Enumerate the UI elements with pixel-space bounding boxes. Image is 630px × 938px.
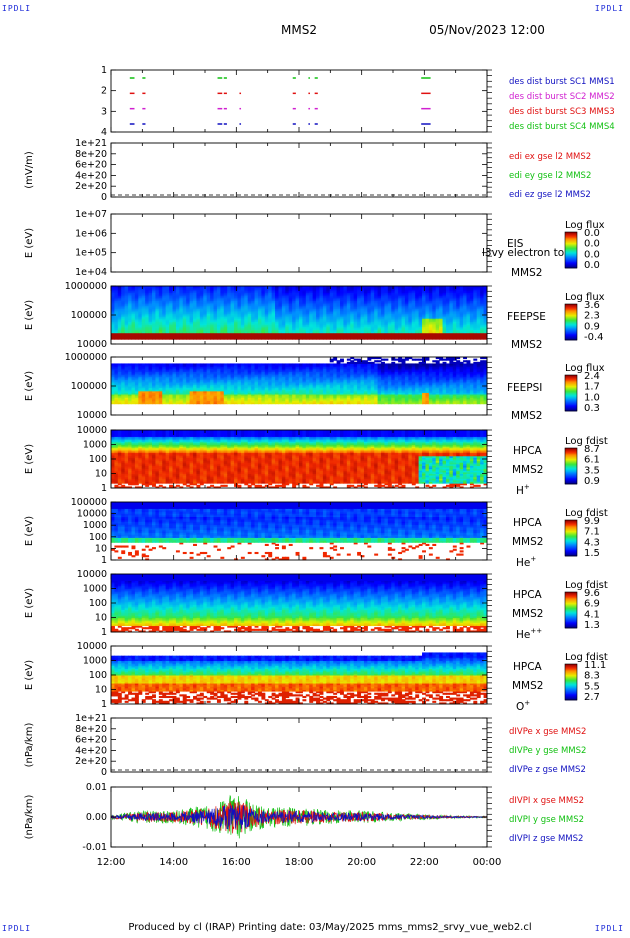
- legend-entry: edi ey gse l2 MMS2: [509, 171, 591, 181]
- heat-cell: [166, 363, 170, 365]
- corner-label-bottom-right: IPDLI: [595, 924, 624, 933]
- y-tick-label: 1: [101, 65, 107, 76]
- y-axis-label: E (eV): [24, 228, 35, 258]
- legend-entry: des dist burst SC1 MMS1: [509, 77, 615, 87]
- y-tick-label: 1e+21: [75, 138, 107, 149]
- y-tick-label: 1000000: [65, 281, 107, 292]
- y-tick-label: 4: [101, 127, 107, 138]
- colorbar-tick-label: 0.0: [584, 260, 600, 271]
- legend-entry: des dist burst SC4 MMS4: [509, 122, 615, 132]
- overlay-label: l3vy electron to: [482, 247, 564, 259]
- y-tick-label: 100000: [71, 310, 107, 321]
- heat-cell: [248, 363, 252, 365]
- header-datetime: 05/Nov/2023 12:00: [429, 23, 545, 37]
- legend-entry: des dist burst SC3 MMS3: [509, 107, 615, 117]
- y-tick-label: 8e+20: [75, 149, 107, 160]
- y-axis-label: E (eV): [24, 300, 35, 330]
- y-tick-label: 10000: [77, 339, 107, 350]
- heat-cell: [149, 363, 153, 365]
- legend-entry: edi ez gse l2 MMS2: [509, 190, 591, 200]
- heat-cell: [121, 363, 125, 365]
- colorbar-tick-label: 0.9: [584, 321, 600, 332]
- heat-cell: [190, 363, 194, 365]
- y-tick-label: 2e+20: [75, 181, 107, 192]
- header-spacecraft: MMS2: [281, 23, 317, 37]
- heat-cell: [138, 363, 142, 365]
- panel-burst: 1 2 3 4 des dist burst SC1 MMS1 des dist burs…: [101, 65, 615, 138]
- corner-label-top-left: IPDLI: [2, 4, 31, 13]
- colorbar-tick-label: 0.0: [584, 228, 600, 239]
- spacecraft-label: MMS2: [511, 339, 542, 351]
- heat-cell: [142, 363, 146, 365]
- panel-frame: [111, 214, 487, 272]
- heat-cell: [214, 363, 218, 365]
- heat-cell: [179, 363, 183, 365]
- heat-cell: [193, 363, 197, 365]
- heat-cell: [241, 363, 245, 365]
- y-tick-label: 1e+07: [75, 209, 107, 220]
- heat-cell: [135, 363, 139, 365]
- legend-entry: des dist burst SC2 MMS2: [509, 92, 615, 102]
- heat-cell: [196, 363, 200, 365]
- heat-cell: [231, 363, 235, 365]
- colorbar-tick-label: 3.6: [584, 300, 600, 311]
- heat-cell: [220, 363, 224, 365]
- heat-cell: [203, 363, 207, 365]
- instrument-label: FEEPSE: [507, 311, 546, 323]
- heat-cell: [162, 363, 166, 365]
- heat-cell: [169, 363, 173, 365]
- y-tick-label: 1e+06: [75, 228, 107, 239]
- y-tick-label: 0: [101, 192, 107, 203]
- heat-cell: [159, 363, 163, 365]
- heat-cell: [152, 363, 156, 365]
- colorbar-tick-label: -0.4: [584, 332, 604, 343]
- y-tick-label: 3: [101, 106, 107, 117]
- y-tick-label: 6e+20: [75, 160, 107, 171]
- heat-cell: [125, 363, 129, 365]
- heat-cell: [244, 363, 248, 365]
- y-tick-label: 2: [101, 86, 107, 97]
- legend-entry: edi ex gse l2 MMS2: [509, 152, 591, 162]
- heat-cell: [224, 363, 228, 365]
- heat-cell: [155, 363, 159, 365]
- corner-label-bottom-left: IPDLI: [2, 924, 31, 933]
- heat-cell: [145, 363, 149, 365]
- heat-cell: [128, 363, 132, 365]
- heat-cell: [227, 363, 231, 365]
- corner-label-top-right: IPDLI: [595, 4, 624, 13]
- spacecraft-label: MMS2: [511, 267, 542, 279]
- y-tick-label: 1e+05: [75, 248, 107, 259]
- y-tick-label: 4e+20: [75, 170, 107, 181]
- colorbar-tick-label: 0.0: [584, 239, 600, 250]
- heat-cell: [176, 363, 180, 365]
- colorbar-tick-label: 2.3: [584, 311, 600, 322]
- panel-frame: [111, 143, 487, 197]
- heat-cell: [207, 363, 211, 365]
- heat-cell: [217, 363, 221, 365]
- heat-cell: [200, 363, 204, 365]
- heat-cell: [173, 363, 177, 365]
- heat-cell: [234, 363, 238, 365]
- heat-cell: [132, 363, 136, 365]
- heat-cell: [237, 363, 241, 365]
- y-tick-label: 1e+04: [75, 267, 107, 278]
- heat-cell: [183, 363, 187, 365]
- heat-cell: [118, 363, 122, 365]
- heat-cell: [114, 363, 118, 365]
- panel-frame: [111, 70, 487, 132]
- heat-cell: [210, 363, 214, 365]
- colorbar-tick-label: 0.0: [584, 249, 600, 260]
- heat-cell: [186, 363, 190, 365]
- heat-cell: [111, 363, 115, 365]
- y-axis-label: (mV/m): [24, 151, 35, 189]
